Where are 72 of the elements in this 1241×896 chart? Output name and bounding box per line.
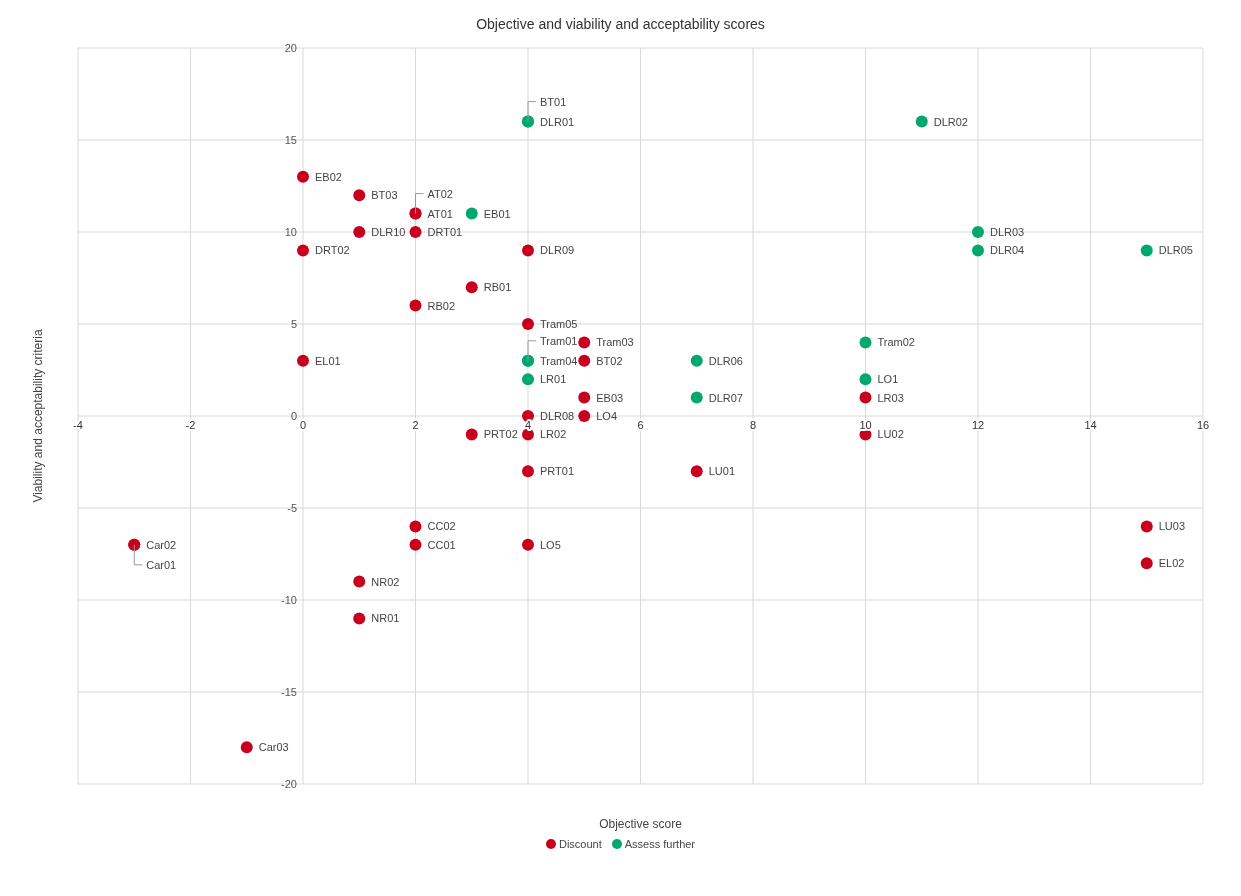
x-tick-label: 10 [859,419,872,431]
annotation: Car02 [146,538,177,551]
annotation: DLR03 [990,226,1025,238]
x-tick-label: -2 [185,419,196,431]
annotation: LR02 [540,428,567,441]
annotation: DLR04 [990,244,1025,257]
x-axis-title: Objective score [599,817,683,831]
annotation: Car03 [258,741,289,754]
y-tick-label: 15 [284,134,297,146]
annotation: LR01 [540,373,567,386]
x-tick-label: 6 [637,419,644,431]
x-tick-label: 2 [412,419,419,431]
annotation: LO5 [540,538,561,551]
x-tick-label: -4 [73,419,83,431]
annotation: DLR01 [540,115,575,128]
annotation: Tram03 [596,336,634,349]
x-tick-label: 14 [1084,419,1097,431]
annotation: LO1 [877,373,899,386]
annotation: LU03 [1158,520,1186,533]
x-tick-label: 0 [299,419,307,431]
legend-label: Assess further [623,838,696,850]
annotation: BT02 [596,354,623,367]
x-tick-label: 8 [749,419,757,431]
annotation: LR03 [877,391,904,404]
y-tick-label: 10 [284,226,297,238]
annotation: DRT02 [315,244,350,257]
y-tick-label: 5 [290,318,297,330]
x-tick-label: 16 [1196,419,1210,431]
annotation: EB01 [483,207,511,220]
annotation: Tram04 [540,354,578,367]
annotation: AT01 [427,207,453,220]
chart-title: Objective and viability and acceptability scores [475,15,766,34]
y-tick-label: 20 [284,42,297,54]
annotation: RB01 [483,281,512,294]
y-tick-label: -5 [287,502,297,514]
annotation: AT02 [427,187,453,200]
annotation: LU01 [708,465,736,478]
x-tick-label: 4 [524,419,532,431]
annotation: DLR10 [371,226,406,238]
annotation: DLR07 [708,391,743,404]
y-tick-label: -15 [281,686,297,698]
annotation: DRT01 [427,226,463,238]
annotation: LU02 [877,428,904,441]
annotation: EL01 [315,354,341,367]
y-tick-label: -20 [281,778,297,790]
annotation: Tram05 [540,318,578,330]
annotation: DLR09 [540,244,575,257]
annotation: EL02 [1158,557,1185,570]
annotation: Tram01 [540,334,578,347]
y-axis-title: Viability and acceptability criteria [31,329,46,503]
annotation: NR02 [371,575,400,588]
annotation: PRT01 [540,465,575,478]
annotation: Car01 [146,558,177,571]
y-tick-label: 0 [290,410,297,422]
x-tick-label: 12 [971,419,985,431]
annotation: BT03 [371,189,398,202]
annotation: DLR05 [1158,244,1193,257]
annotation: PRT02 [483,428,518,441]
annotation: DLR08 [540,410,575,422]
annotation: LO4 [596,410,618,422]
annotation: Tram02 [877,336,915,349]
annotation: RB02 [427,299,456,312]
annotation: DLR06 [708,354,743,367]
annotation: EB02 [315,170,342,183]
annotation: DLR02 [933,115,968,128]
legend-label: Discount [557,838,602,850]
y-tick-label: -10 [281,594,297,606]
annotation: NR01 [371,612,400,625]
annotation: CC02 [427,520,456,533]
annotation: CC01 [427,538,456,551]
annotation: BT01 [540,95,567,108]
annotation: EB03 [596,391,624,404]
